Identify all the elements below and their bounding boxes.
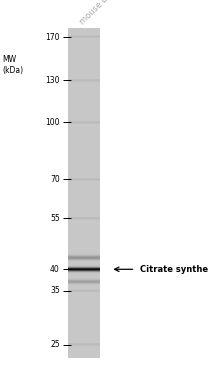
Text: 35: 35 <box>50 286 60 295</box>
Text: mouse brain: mouse brain <box>78 0 121 26</box>
Text: 100: 100 <box>45 118 60 127</box>
Text: 70: 70 <box>50 175 60 184</box>
Text: 40: 40 <box>50 265 60 274</box>
Text: 130: 130 <box>45 76 60 85</box>
Text: 170: 170 <box>45 33 60 42</box>
Text: Citrate synthetase: Citrate synthetase <box>140 265 208 274</box>
Text: 25: 25 <box>50 340 60 349</box>
Text: 55: 55 <box>50 214 60 223</box>
Text: MW
(kDa): MW (kDa) <box>2 55 23 75</box>
